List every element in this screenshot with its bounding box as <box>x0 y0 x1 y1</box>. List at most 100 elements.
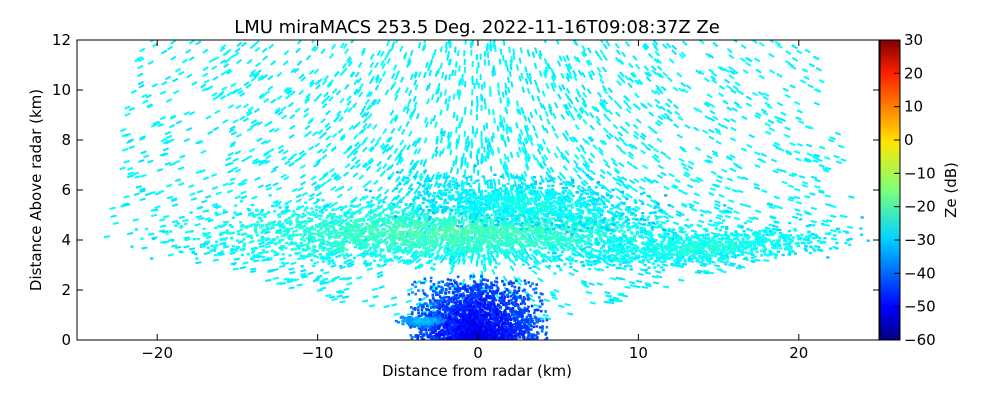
noise-mark <box>236 41 243 47</box>
cloud-layer-mark <box>294 251 298 255</box>
cloud-layer-mark <box>559 232 563 235</box>
noise-mark <box>627 143 634 150</box>
noise-mark <box>578 166 585 173</box>
noise-mark <box>313 68 320 75</box>
noise-mark <box>394 89 399 96</box>
noise-mark <box>356 77 362 84</box>
noise-mark <box>544 264 551 270</box>
cloud-layer-mark <box>261 229 265 232</box>
noise-mark <box>223 62 230 69</box>
cloud-layer-mark <box>615 226 619 229</box>
cloud-layer-mark <box>498 229 502 232</box>
cloud-layer-mark <box>220 231 225 235</box>
noise-mark <box>407 170 413 177</box>
noise-mark <box>717 237 724 241</box>
noise-mark <box>323 204 330 209</box>
noise-mark <box>344 211 351 217</box>
noise-mark <box>646 102 653 108</box>
noise-mark <box>506 97 510 104</box>
noise-mark <box>425 176 430 183</box>
noise-mark <box>517 138 521 145</box>
noise-mark <box>768 127 776 132</box>
noise-mark <box>178 215 185 220</box>
noise-mark <box>565 87 571 95</box>
noise-mark <box>693 200 700 205</box>
noise-mark <box>544 110 549 118</box>
cloud-layer-mark <box>341 231 346 234</box>
noise-mark <box>369 146 376 153</box>
noise-mark <box>520 107 524 114</box>
cloud-layer-mark <box>493 237 497 240</box>
noise-mark <box>531 94 535 102</box>
cloud-layer-mark <box>472 241 477 244</box>
noise-mark <box>328 79 335 85</box>
noise-mark <box>339 133 346 140</box>
noise-mark <box>625 192 632 198</box>
noise-mark <box>639 135 646 141</box>
cloud-layer-mark <box>423 254 427 257</box>
noise-mark <box>137 64 144 70</box>
noise-mark <box>423 137 428 144</box>
noise-mark <box>293 157 300 163</box>
cloud-layer-mark <box>210 218 214 222</box>
cloud-layer-mark <box>585 234 589 238</box>
cloud-layer-mark <box>336 246 340 249</box>
noise-mark <box>703 269 710 273</box>
noise-mark <box>368 145 374 152</box>
noise-mark <box>304 124 311 131</box>
cloud-layer-mark <box>384 242 389 245</box>
cloud-layer-mark <box>451 223 456 227</box>
noise-mark <box>679 145 686 151</box>
cloud-layer-mark <box>535 235 539 239</box>
cloud-layer-mark <box>430 266 434 270</box>
cloud-layer-mark <box>330 235 335 238</box>
noise-mark <box>634 205 641 210</box>
noise-mark <box>202 48 209 54</box>
noise-mark <box>597 267 605 272</box>
noise-mark <box>212 126 220 131</box>
noise-mark <box>234 212 242 216</box>
noise-mark <box>234 47 241 53</box>
cloud-layer-mark <box>299 254 303 257</box>
cloud-layer-mark <box>427 219 431 222</box>
cloud-layer-mark <box>222 209 226 212</box>
noise-mark <box>332 201 339 207</box>
cloud-layer-mark <box>497 262 501 265</box>
noise-mark <box>364 98 370 105</box>
cloud-layer-mark <box>552 232 556 236</box>
noise-mark <box>354 158 361 165</box>
cloud-layer-mark <box>297 213 301 217</box>
noise-mark <box>557 175 563 182</box>
cloud-layer-mark <box>681 227 685 231</box>
noise-mark <box>386 154 393 161</box>
noise-mark <box>390 72 396 80</box>
noise-mark <box>361 139 367 146</box>
noise-mark <box>194 222 201 227</box>
noise-mark <box>437 82 441 90</box>
noise-mark <box>664 102 671 108</box>
noise-mark <box>268 127 275 133</box>
noise-mark <box>430 173 436 181</box>
cloud-layer-mark <box>523 231 527 234</box>
noise-mark <box>183 110 191 116</box>
noise-mark <box>755 68 762 74</box>
noise-mark <box>218 90 225 96</box>
cloud-layer-mark <box>447 227 451 230</box>
noise-mark <box>610 157 617 163</box>
noise-mark <box>519 256 525 263</box>
noise-mark <box>434 88 439 96</box>
noise-mark <box>606 170 613 177</box>
noise-mark <box>308 79 315 86</box>
noise-mark <box>805 143 813 148</box>
cloud-layer-mark <box>506 194 510 197</box>
noise-mark <box>140 150 147 155</box>
cloud-layer-mark <box>294 226 298 229</box>
noise-mark <box>602 158 609 165</box>
noise-mark <box>448 268 454 275</box>
noise-mark <box>684 171 691 176</box>
noise-mark <box>412 164 418 171</box>
noise-mark <box>228 181 235 186</box>
noise-mark <box>824 232 831 236</box>
noise-mark <box>834 131 842 136</box>
noise-mark <box>265 183 272 188</box>
